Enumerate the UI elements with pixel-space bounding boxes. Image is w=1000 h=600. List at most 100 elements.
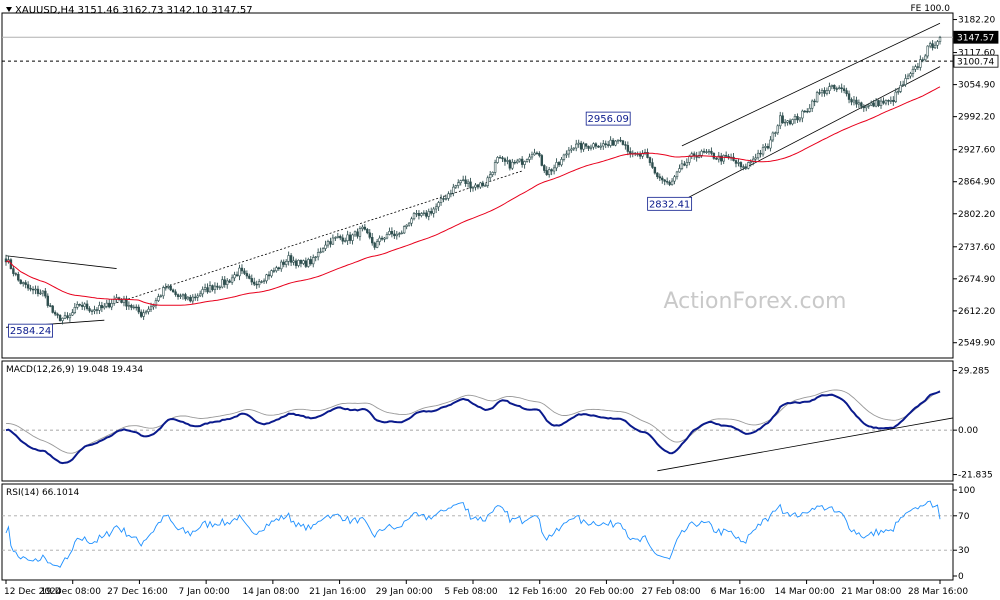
candle-body	[221, 279, 224, 288]
candle-body	[525, 159, 529, 162]
time-tick-label: 14 Jan 08:00	[242, 587, 299, 597]
candle-body	[862, 106, 866, 109]
candle-body	[46, 295, 49, 306]
candle-body	[49, 305, 52, 307]
candle-body	[471, 186, 475, 189]
candle-body	[198, 293, 202, 297]
price-tick-label: 2674.90	[958, 275, 995, 285]
candle-body	[670, 180, 674, 185]
price-badge-text: 3100.74	[957, 58, 994, 68]
candle-body	[174, 291, 177, 295]
candle-body	[270, 270, 273, 277]
moving-average-line	[5, 86, 941, 306]
candle-body	[609, 139, 612, 146]
candle-body	[144, 311, 148, 314]
candle-body	[312, 257, 315, 265]
candle-body	[260, 281, 263, 283]
candle-body	[363, 226, 367, 230]
candle-body	[737, 162, 740, 164]
candle-body	[552, 167, 556, 172]
candle-body	[149, 306, 153, 310]
candle-body	[781, 115, 784, 124]
candle-body	[680, 163, 684, 169]
candle-body	[806, 110, 809, 113]
candle-body	[398, 233, 401, 235]
candle-body	[31, 288, 35, 291]
candle-body	[282, 261, 285, 265]
candle-body	[530, 154, 534, 158]
macd-line	[5, 390, 941, 465]
candle-body	[68, 314, 72, 319]
time-tick-label: 20 Feb 00:00	[575, 587, 634, 597]
candle-body	[491, 172, 494, 175]
candle-body	[565, 153, 568, 156]
chart-title: XAUUSD,H4 3151.46 3162.73 3142.10 3147.5…	[15, 5, 253, 16]
candle-body	[253, 281, 256, 285]
candle-body	[216, 285, 219, 288]
candle-body	[520, 158, 524, 165]
candle-body	[879, 100, 883, 106]
candle-body	[793, 116, 797, 120]
candle-body	[557, 162, 561, 166]
candle-body	[324, 244, 327, 249]
candle-body	[88, 308, 91, 312]
candle-body	[597, 145, 600, 148]
collapse-arrow-icon[interactable]	[6, 7, 12, 12]
candle-body	[262, 280, 266, 282]
price-tick-label: 3054.90	[958, 81, 995, 91]
price-panel-frame	[1, 12, 954, 359]
candle-body	[336, 236, 340, 238]
candle-body	[801, 110, 804, 119]
candle-body	[108, 302, 111, 308]
candle-body	[759, 152, 762, 155]
candle-body	[508, 160, 512, 169]
candle-body	[742, 166, 745, 168]
price-tick-label: 2549.90	[958, 339, 995, 349]
candle-body	[756, 152, 760, 159]
candle-body	[208, 285, 212, 293]
candle-body	[132, 306, 136, 309]
candle-body	[933, 44, 937, 49]
candle-body	[570, 148, 573, 151]
candle-body	[914, 66, 917, 70]
candle-body	[732, 156, 735, 161]
candle-body	[98, 305, 101, 311]
candle-body	[840, 87, 843, 90]
candle-body	[53, 312, 57, 315]
macd-panel-frame	[1, 360, 954, 482]
price-label-text: 2956.09	[588, 114, 629, 125]
candle-body	[302, 260, 305, 264]
candle-body	[36, 288, 40, 294]
candle-body	[685, 162, 689, 166]
candle-body	[592, 143, 595, 148]
candle-body	[769, 139, 772, 149]
candle-body	[675, 171, 679, 178]
candle-body	[439, 198, 443, 203]
candle-body	[921, 59, 924, 61]
candle-body	[321, 248, 325, 253]
candle-body	[152, 305, 155, 308]
candle-body	[830, 84, 834, 87]
time-tick-label: 29 Jan 00:00	[376, 587, 433, 597]
candle-body	[206, 287, 209, 293]
dotted-rising-trendline	[116, 170, 523, 304]
candle-body	[341, 237, 344, 242]
annotations: 2584.24 2956.09 2832.41	[8, 111, 693, 338]
candle-body	[919, 59, 922, 68]
candle-body	[373, 242, 376, 248]
rsi-tick-label: 30	[958, 546, 970, 556]
candle-body	[420, 213, 423, 216]
candle-body	[390, 231, 394, 235]
candle-body	[847, 93, 851, 100]
candle-body	[90, 310, 94, 312]
candle-body	[614, 140, 617, 146]
candle-body	[567, 149, 571, 155]
candle-body	[425, 212, 428, 217]
candle-body	[808, 107, 811, 112]
candle-body	[169, 286, 172, 291]
time-tick-label: 14 Mar 00:00	[775, 587, 835, 597]
candle-body	[366, 229, 369, 234]
candle-body	[911, 68, 915, 74]
candle-body	[135, 306, 138, 309]
candle-body	[550, 169, 553, 172]
